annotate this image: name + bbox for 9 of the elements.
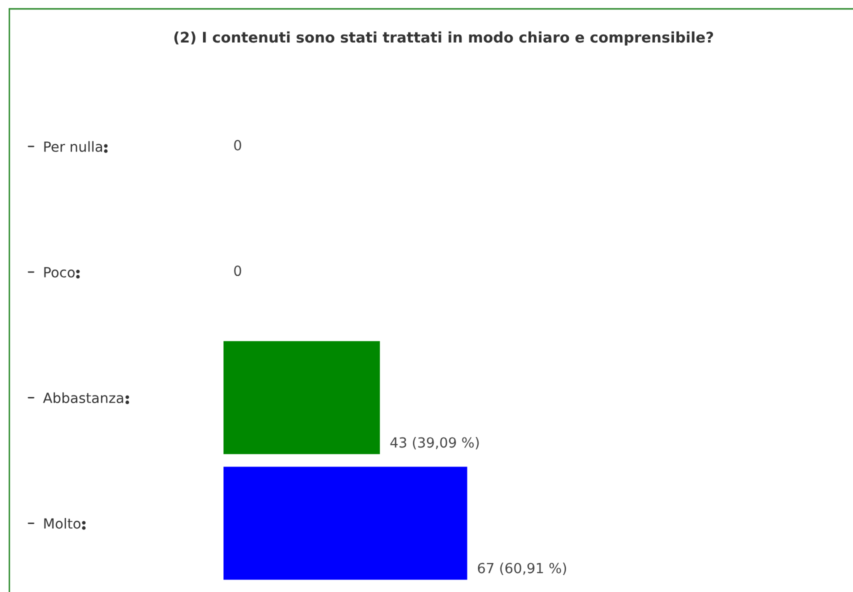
data-label: 0: [234, 266, 242, 276]
y-tick-label: Molto: [44, 518, 80, 529]
data-label: 0: [234, 140, 242, 150]
y-tick-label: Per nulla: [44, 141, 102, 152]
data-label: 43 (39,09 %): [390, 436, 479, 450]
data-label: 67 (60,91 %): [478, 562, 566, 575]
y-tick-label: Poco: [44, 267, 75, 278]
chart-title: (2) I contenuti sono stati trattati in modo chiaro e comprensibile?: [174, 31, 714, 46]
y-tick-label: Abbastanza: [43, 392, 124, 404]
